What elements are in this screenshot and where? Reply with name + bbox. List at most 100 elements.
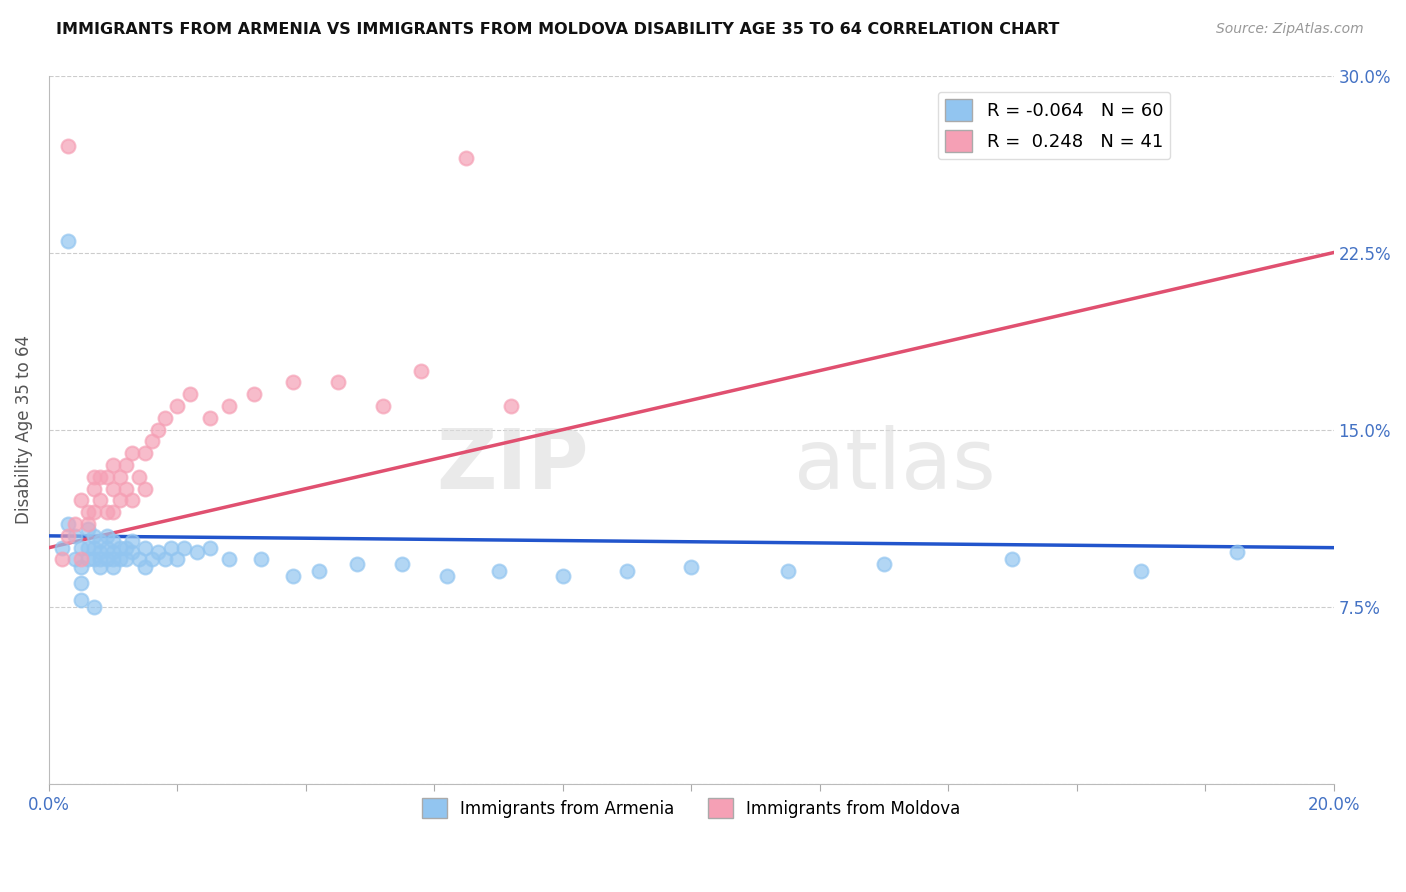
- Point: [63, 529, 86, 543]
- Point: [1129, 564, 1152, 578]
- Point: [308, 564, 330, 578]
- Point: [198, 541, 221, 555]
- Point: [96, 505, 118, 519]
- Point: [70, 576, 93, 591]
- Point: [616, 564, 638, 578]
- Point: [121, 493, 143, 508]
- Point: [83, 505, 105, 519]
- Point: [250, 552, 273, 566]
- Point: [58, 517, 80, 532]
- Point: [115, 458, 138, 472]
- Point: [153, 410, 176, 425]
- Point: [70, 493, 93, 508]
- Point: [141, 434, 163, 449]
- Point: [89, 552, 111, 566]
- Point: [146, 545, 169, 559]
- Point: [128, 470, 150, 484]
- Point: [103, 482, 125, 496]
- Point: [243, 387, 266, 401]
- Point: [63, 552, 86, 566]
- Point: [83, 482, 105, 496]
- Point: [436, 569, 458, 583]
- Point: [58, 234, 80, 248]
- Point: [83, 470, 105, 484]
- Point: [96, 541, 118, 555]
- Point: [76, 522, 98, 536]
- Point: [89, 545, 111, 559]
- Text: IMMIGRANTS FROM ARMENIA VS IMMIGRANTS FROM MOLDOVA DISABILITY AGE 35 TO 64 CORRE: IMMIGRANTS FROM ARMENIA VS IMMIGRANTS FR…: [56, 22, 1060, 37]
- Point: [76, 505, 98, 519]
- Point: [103, 552, 125, 566]
- Point: [115, 541, 138, 555]
- Point: [83, 529, 105, 543]
- Point: [76, 517, 98, 532]
- Point: [346, 557, 368, 571]
- Point: [76, 541, 98, 555]
- Point: [776, 564, 799, 578]
- Point: [198, 410, 221, 425]
- Point: [89, 470, 111, 484]
- Point: [83, 599, 105, 614]
- Point: [218, 399, 240, 413]
- Point: [83, 552, 105, 566]
- Point: [134, 482, 156, 496]
- Point: [501, 399, 523, 413]
- Point: [108, 541, 131, 555]
- Point: [281, 376, 304, 390]
- Point: [70, 592, 93, 607]
- Point: [411, 363, 433, 377]
- Point: [108, 552, 131, 566]
- Point: [488, 564, 510, 578]
- Point: [108, 470, 131, 484]
- Point: [58, 139, 80, 153]
- Point: [186, 545, 208, 559]
- Point: [70, 541, 93, 555]
- Point: [103, 559, 125, 574]
- Point: [63, 517, 86, 532]
- Text: Source: ZipAtlas.com: Source: ZipAtlas.com: [1216, 22, 1364, 37]
- Point: [96, 529, 118, 543]
- Point: [115, 482, 138, 496]
- Point: [103, 545, 125, 559]
- Point: [551, 569, 574, 583]
- Point: [70, 552, 93, 566]
- Point: [121, 446, 143, 460]
- Point: [70, 559, 93, 574]
- Point: [103, 505, 125, 519]
- Point: [1226, 545, 1249, 559]
- Text: ZIP: ZIP: [436, 425, 589, 506]
- Point: [51, 541, 73, 555]
- Point: [681, 559, 703, 574]
- Point: [89, 559, 111, 574]
- Point: [103, 533, 125, 548]
- Point: [153, 552, 176, 566]
- Point: [89, 493, 111, 508]
- Point: [83, 541, 105, 555]
- Y-axis label: Disability Age 35 to 64: Disability Age 35 to 64: [15, 335, 32, 524]
- Point: [456, 151, 478, 165]
- Point: [96, 470, 118, 484]
- Point: [134, 446, 156, 460]
- Point: [873, 557, 896, 571]
- Point: [108, 493, 131, 508]
- Point: [281, 569, 304, 583]
- Point: [89, 533, 111, 548]
- Point: [146, 423, 169, 437]
- Point: [326, 376, 349, 390]
- Point: [371, 399, 394, 413]
- Point: [160, 541, 183, 555]
- Point: [391, 557, 413, 571]
- Point: [166, 552, 188, 566]
- Point: [134, 559, 156, 574]
- Point: [134, 541, 156, 555]
- Point: [76, 552, 98, 566]
- Point: [141, 552, 163, 566]
- Legend: Immigrants from Armenia, Immigrants from Moldova: Immigrants from Armenia, Immigrants from…: [415, 791, 967, 825]
- Point: [128, 552, 150, 566]
- Point: [173, 541, 195, 555]
- Point: [58, 529, 80, 543]
- Point: [218, 552, 240, 566]
- Point: [121, 545, 143, 559]
- Point: [51, 552, 73, 566]
- Point: [121, 533, 143, 548]
